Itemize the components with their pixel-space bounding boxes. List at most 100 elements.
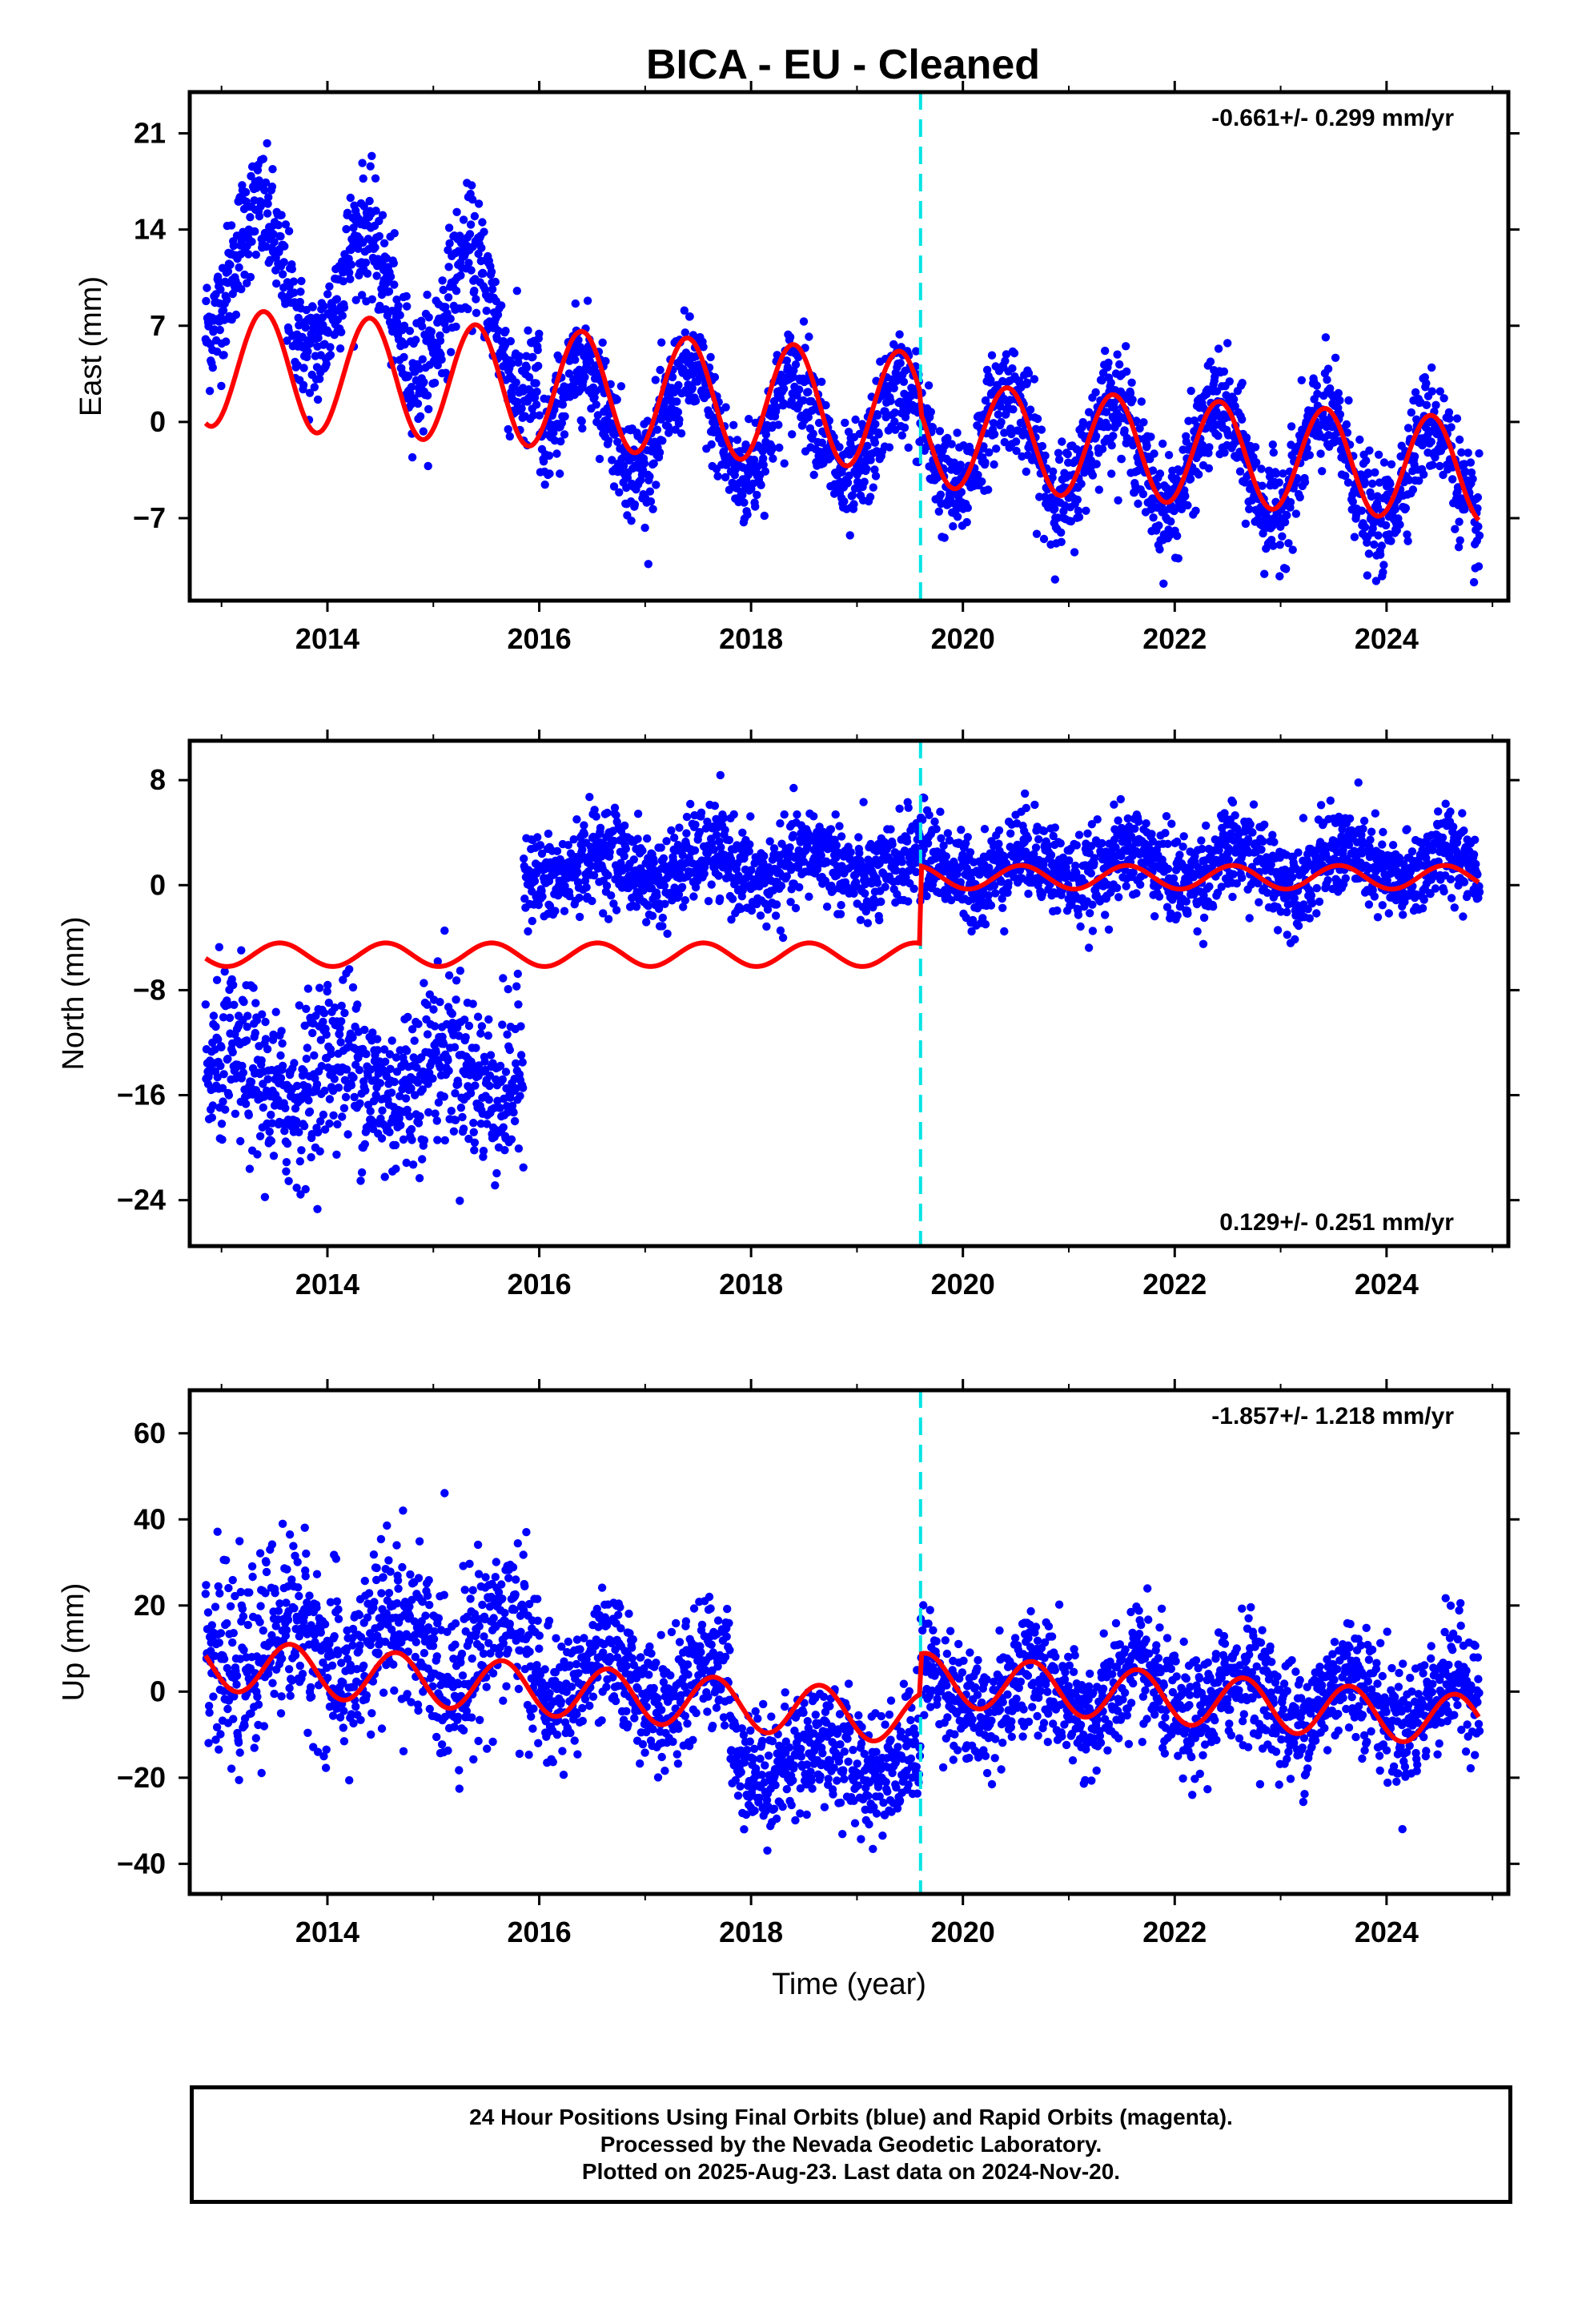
data-point [361, 1086, 370, 1096]
data-point [1452, 414, 1462, 423]
data-point [420, 378, 428, 387]
data-point [912, 347, 921, 356]
data-point [290, 288, 299, 297]
data-point [789, 830, 797, 840]
data-point [424, 461, 432, 471]
data-point [544, 451, 554, 460]
data-point [803, 842, 812, 851]
data-point [649, 858, 658, 867]
data-point [1360, 477, 1369, 486]
data-point [505, 1045, 514, 1055]
data-point [725, 835, 734, 845]
data-point [1092, 460, 1101, 468]
data-point [1063, 449, 1072, 459]
data-point [534, 361, 543, 371]
data-point [223, 1055, 232, 1063]
east-model-line [203, 308, 1481, 522]
data-point [986, 376, 995, 384]
data-point [1288, 545, 1297, 554]
data-point [360, 1140, 369, 1149]
data-point [391, 1164, 400, 1173]
data-point [845, 531, 854, 540]
data-point [760, 511, 769, 521]
data-point [990, 460, 998, 469]
data-point [472, 295, 480, 304]
data-point [323, 290, 332, 299]
data-point [267, 1136, 276, 1146]
data-point [424, 1108, 433, 1117]
data-point [860, 872, 869, 881]
data-point [375, 1079, 385, 1088]
data-point [324, 999, 333, 1007]
data-point [677, 429, 686, 438]
data-point [962, 517, 971, 527]
data-point [485, 1071, 495, 1080]
data-point [408, 1136, 416, 1144]
data-point [544, 829, 553, 838]
data-point [759, 460, 768, 469]
data-point [685, 312, 694, 321]
data-point [470, 211, 480, 221]
data-point [1149, 513, 1158, 522]
data-point [217, 1120, 227, 1128]
data-point [466, 1089, 476, 1098]
data-point [772, 900, 781, 909]
data-point [267, 182, 277, 191]
data-point [322, 1030, 331, 1039]
data-point [263, 199, 272, 208]
data-point [452, 287, 461, 296]
data-point [269, 1030, 278, 1039]
data-point [939, 841, 948, 850]
data-point [1455, 517, 1464, 526]
data-point [632, 903, 641, 911]
data-point [603, 808, 612, 818]
data-point [302, 305, 311, 315]
data-point [595, 454, 604, 464]
data-point [440, 926, 449, 935]
data-point [843, 478, 853, 487]
data-point [1466, 458, 1476, 467]
data-point [379, 1045, 389, 1054]
data-point [896, 359, 905, 368]
data-point [408, 1160, 418, 1169]
data-point [1181, 492, 1190, 501]
data-point [476, 1029, 485, 1038]
data-point [301, 323, 310, 332]
data-point [791, 903, 801, 913]
data-point [205, 387, 215, 396]
data-point [532, 869, 541, 878]
data-point [351, 296, 360, 304]
data-point [522, 363, 532, 372]
data-point [514, 1000, 523, 1009]
data-point [809, 429, 817, 438]
data-point [656, 843, 665, 852]
data-point [1004, 879, 1013, 887]
data-point [560, 882, 569, 891]
data-point [1269, 541, 1278, 550]
data-point [1379, 458, 1389, 467]
data-point [338, 1112, 347, 1121]
data-point [778, 933, 788, 943]
data-point [691, 820, 700, 830]
data-point [263, 1075, 272, 1084]
x-tick-label: 2014 [295, 622, 359, 655]
data-point [1351, 511, 1361, 520]
data-point [316, 1035, 325, 1044]
data-point [295, 297, 304, 307]
data-point [658, 913, 667, 923]
data-point [804, 412, 813, 422]
data-point [1214, 344, 1223, 353]
data-point [1342, 420, 1351, 429]
data-point [299, 364, 308, 372]
data-point [1022, 467, 1031, 476]
data-point [690, 846, 700, 855]
data-point [947, 440, 956, 448]
data-point [220, 967, 229, 976]
data-point [271, 1007, 280, 1016]
data-point [900, 423, 909, 432]
data-point [877, 897, 885, 907]
data-point [1122, 342, 1130, 351]
data-point [835, 443, 844, 452]
data-point [799, 857, 809, 866]
data-point [251, 999, 260, 1007]
